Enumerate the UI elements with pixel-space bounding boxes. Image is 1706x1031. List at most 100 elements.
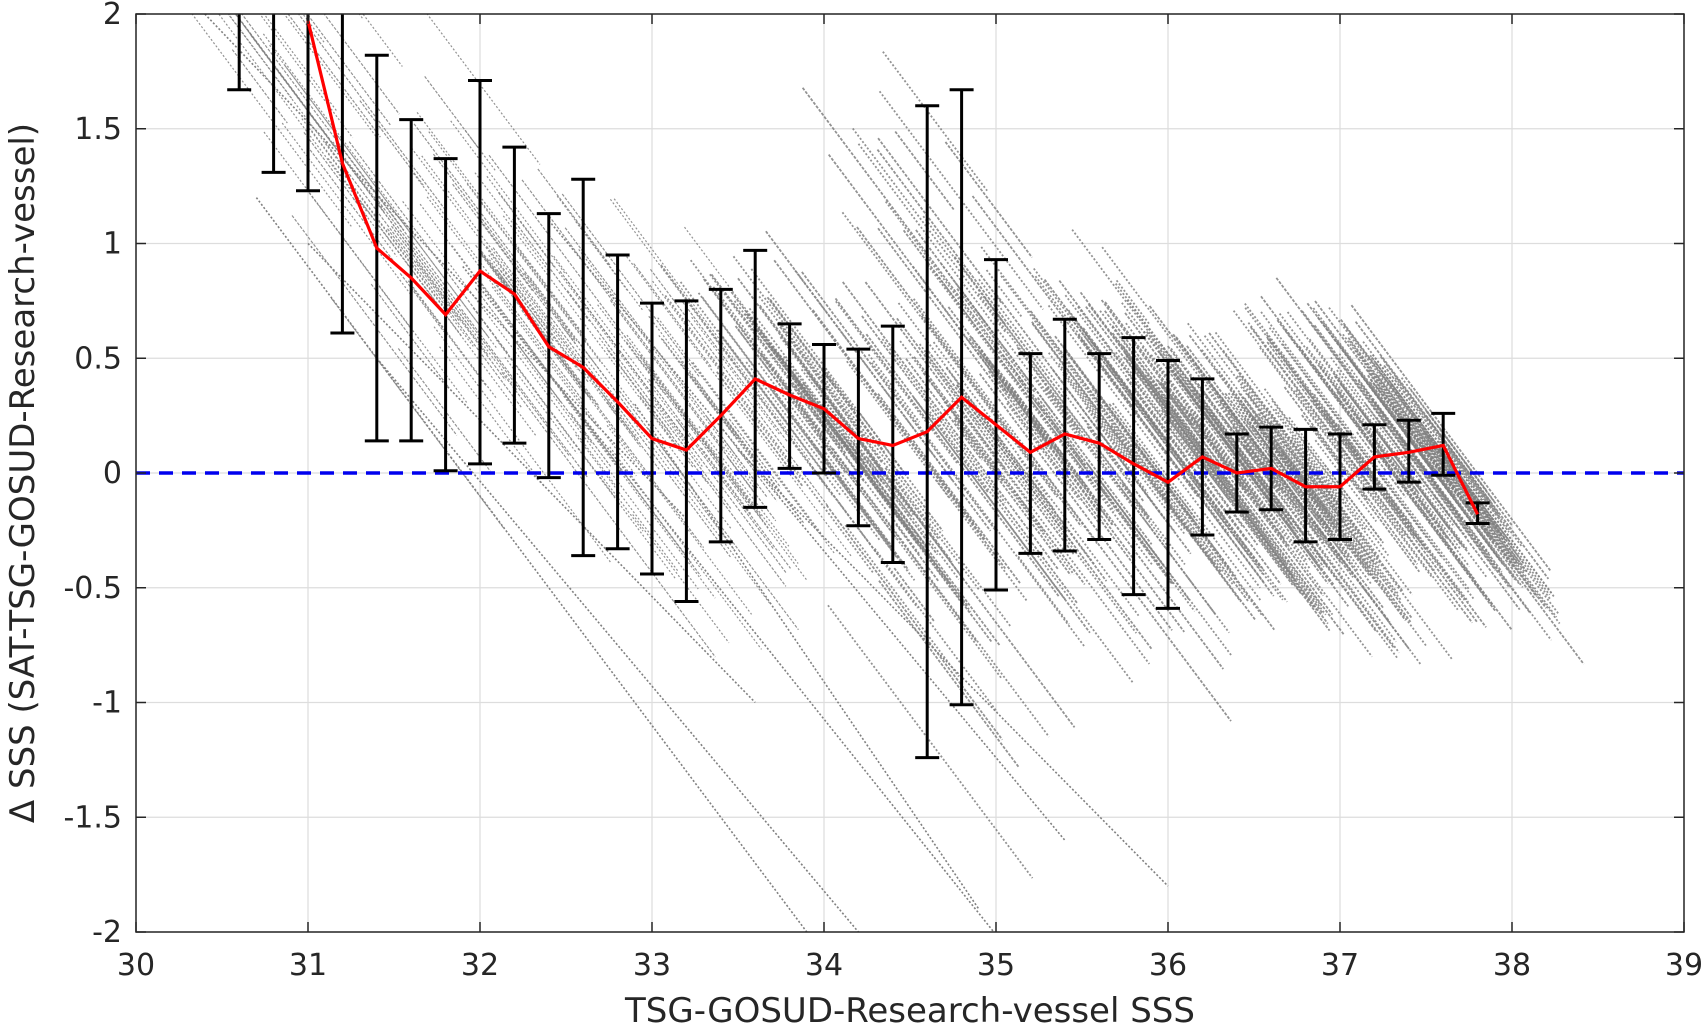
scatter-streak (655, 403, 703, 468)
scatter-streak (748, 307, 867, 464)
scatter-streak (1278, 313, 1471, 568)
scatter-streak (634, 403, 980, 910)
scatter-points (191, 0, 1585, 932)
scatter-streak (1099, 310, 1323, 607)
scatter-streak (812, 309, 986, 541)
scatter-streak (1290, 436, 1342, 503)
scatter-streak (501, 371, 716, 658)
scatter-streak (882, 51, 988, 192)
scatter-streak (474, 172, 551, 273)
scatter-streak (477, 216, 549, 311)
x-tick-label: 32 (461, 948, 499, 983)
scatter-streak (227, 14, 346, 171)
scatter-streak (1425, 415, 1459, 459)
scatter-streak (1367, 374, 1496, 545)
scatter-streak (1216, 392, 1339, 556)
scatter-streak (1086, 463, 1190, 601)
scatter-streak (944, 141, 1033, 258)
scatter-streak (1347, 337, 1519, 565)
scatter-streak (905, 358, 983, 461)
error-bar (227, 14, 252, 92)
scatter-streak (877, 393, 1021, 584)
scatter-streak (1111, 325, 1345, 635)
scatter-streak (416, 112, 586, 337)
scatter-streak (1266, 407, 1381, 559)
scatter-streak (553, 255, 690, 437)
scatter-streak (835, 300, 959, 465)
scatter-streak (979, 373, 1173, 631)
scatter-streak (495, 339, 677, 580)
scatter-streak (1146, 374, 1231, 486)
scatter-streak (977, 292, 1171, 550)
scatter-streak (779, 336, 916, 517)
scatter-streak (822, 454, 894, 548)
scatter-streak (492, 247, 660, 470)
mean-line (306, 20, 1480, 516)
scatter-streak (1121, 483, 1151, 521)
scatter-streak (750, 268, 928, 504)
scatter-streak (452, 183, 533, 291)
scatter-streak (1172, 333, 1344, 562)
scatter-streak (550, 316, 731, 558)
scatter-streak (822, 403, 885, 485)
scatter-streak (478, 251, 525, 312)
scatter-streak (926, 264, 1154, 566)
scatter-streak (281, 122, 413, 297)
scatter-streak (1029, 310, 1249, 602)
scatter-streak (619, 390, 799, 631)
scatter-streak (1276, 319, 1497, 613)
scatter-streak (698, 426, 790, 547)
scatter-streak (1124, 312, 1329, 584)
scatter-streak (291, 0, 351, 10)
scatter-streak (1281, 469, 1359, 572)
scatter-streak (924, 352, 982, 428)
scatter-streak (362, 14, 403, 67)
scatter-streak (1301, 414, 1421, 573)
scatter-streak (1188, 480, 1230, 534)
scatter-streak (660, 264, 879, 556)
scatter-streak (1257, 412, 1413, 620)
scatter-streak (798, 383, 931, 559)
scatter-streak (1006, 402, 1081, 501)
scatter-streak (439, 346, 546, 488)
scatter-streak (537, 168, 611, 266)
scatter-streak (861, 315, 1079, 604)
x-tick-label: 35 (977, 948, 1015, 983)
scatter-streak (834, 297, 1061, 598)
scatter-streak (241, 14, 405, 231)
scatter-streak (877, 137, 1003, 305)
scatter-streak (1270, 421, 1346, 521)
scatter-streak (932, 341, 1140, 617)
scatter-streak (985, 269, 1023, 319)
scatter-streak (1064, 294, 1188, 458)
scatter-streak (894, 130, 956, 211)
scatter-streak (521, 309, 585, 394)
scatter-streak (878, 580, 1020, 768)
scatter-streak (1183, 348, 1410, 650)
scatter-streak (1100, 299, 1324, 597)
scatter-streak (1193, 410, 1309, 563)
scatter-streak (799, 345, 1012, 628)
scatter-streak (426, 14, 541, 165)
scatter-streak (722, 337, 828, 477)
scatter-streak (773, 259, 1006, 570)
scatter-streak (1219, 401, 1342, 563)
scatter-streak (625, 341, 751, 507)
scatter-streak (758, 295, 981, 592)
y-tick-label: 1 (103, 227, 122, 262)
scatter-streak (1313, 365, 1476, 581)
scatter-streak (1188, 334, 1371, 577)
scatter-streak (1018, 457, 1049, 498)
scatter-streak (1047, 304, 1261, 589)
scatter-streak (1214, 331, 1414, 596)
scatter-streak (647, 428, 694, 489)
scatter-streak (1036, 396, 1165, 567)
y-tick-label: 1.5 (74, 112, 122, 147)
scatter-streak (1304, 375, 1428, 539)
scatter-streak (1313, 393, 1414, 527)
scatter-streak (1337, 423, 1368, 464)
scatter-streak (566, 290, 732, 509)
scatter-streak (243, 25, 471, 328)
x-tick-label: 37 (1321, 948, 1359, 983)
scatter-streak (1239, 399, 1407, 621)
